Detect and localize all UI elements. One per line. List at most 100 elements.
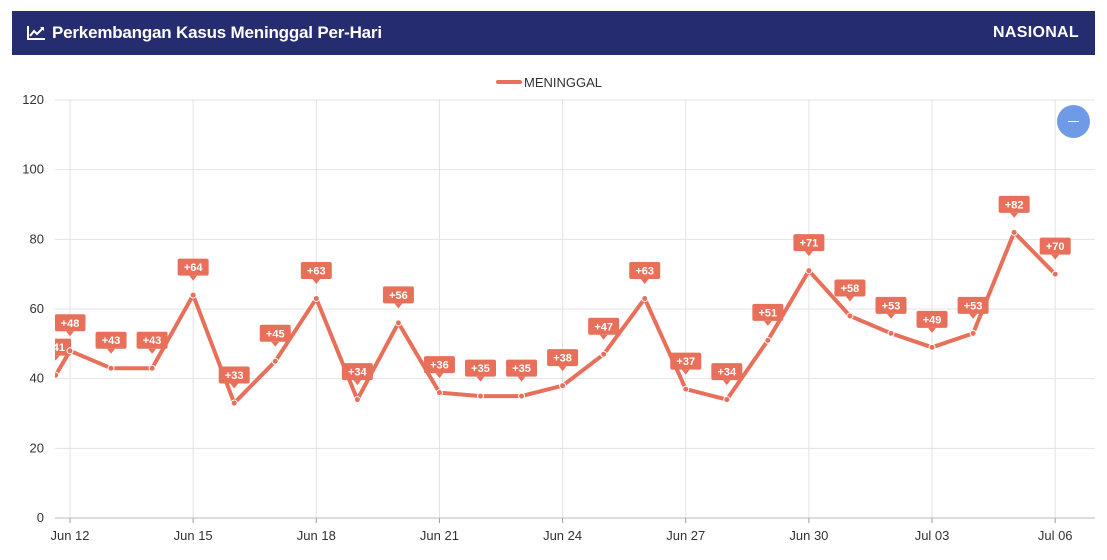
data-point-marker [641, 295, 649, 303]
data-point-data-label: +64 [184, 262, 204, 274]
data-point-marker [1010, 228, 1018, 236]
data-point-marker [107, 364, 115, 372]
data-point-data-label: +70 [1046, 241, 1065, 253]
data-point-label-pointer [517, 376, 526, 382]
data-point-label-pointer [353, 380, 362, 386]
data-point-label-pointer [312, 279, 321, 285]
data-point-marker [271, 357, 279, 365]
data-point-label-pointer [435, 373, 444, 379]
data-point-data-label: +47 [594, 321, 613, 333]
data-point-data-label: +43 [102, 335, 121, 347]
data-point-label-pointer [476, 376, 485, 382]
data-point-label-pointer [107, 348, 116, 354]
data-point-marker [353, 396, 361, 404]
zoom-reset-button[interactable] [1057, 105, 1090, 138]
legend-label: MENINGGAL [524, 75, 602, 90]
line-chart-icon [27, 26, 45, 40]
x-tick-label: Jun 24 [543, 528, 582, 543]
data-point-label-pointer [763, 320, 772, 326]
data-point-marker [928, 343, 936, 351]
data-point-data-label: +56 [389, 290, 408, 302]
x-tick-label: Jun 18 [297, 528, 336, 543]
data-point-label-box [341, 363, 373, 381]
x-tick-label: Jul 06 [1038, 528, 1073, 543]
data-point-data-label: +45 [266, 328, 285, 340]
x-tick-label: Jul 03 [915, 528, 950, 543]
data-point-label-pointer [394, 303, 403, 309]
data-point-label-box [55, 314, 86, 332]
data-point-data-label: +82 [1005, 199, 1024, 211]
data-point-label-box [711, 363, 743, 381]
data-point-label-box [670, 352, 702, 370]
data-point-marker [518, 392, 526, 400]
data-point-marker [723, 396, 731, 404]
data-point-data-label: +58 [841, 283, 860, 295]
data-point-label-box [834, 279, 866, 297]
data-point-data-label: +37 [676, 356, 695, 368]
data-point-marker [805, 267, 813, 275]
data-point-label-pointer [230, 383, 239, 389]
data-point-data-label: +38 [553, 353, 572, 365]
data-point-label-pointer [640, 279, 649, 285]
data-point-data-label: +35 [512, 363, 531, 375]
data-point-label-box [588, 317, 620, 335]
data-point-data-label: +49 [923, 314, 942, 326]
data-point-label-box [875, 296, 907, 314]
data-point-label-pointer [969, 313, 978, 319]
data-point-marker [230, 399, 238, 407]
data-point-partial-data-label: +41 [46, 342, 65, 354]
data-point-label-box [547, 349, 579, 367]
y-tick-label: 0 [37, 510, 44, 525]
data-point-label-pointer [928, 327, 937, 333]
data-point-data-label: +36 [430, 360, 449, 372]
data-point-marker [312, 295, 320, 303]
data-point-label-box [136, 331, 168, 349]
chart-title: Perkembangan Kasus Meninggal Per-Hari [52, 23, 382, 42]
data-point-data-label: +34 [717, 367, 737, 379]
data-point-marker [846, 312, 854, 320]
data-point-marker [477, 392, 484, 400]
x-tick-label: Jun 15 [174, 528, 213, 543]
data-point-label-pointer [722, 380, 731, 386]
data-point-label-box [957, 296, 989, 314]
chart-area: MENINGGAL 0 20 40 60 80 100 120 Jun 12 Jun 15 Jun … [0, 60, 1107, 555]
data-point-marker [559, 382, 567, 390]
header-title-group: Perkembangan Kasus Meninggal Per-Hari [26, 23, 382, 43]
data-point-data-label: +35 [471, 363, 490, 375]
data-point-label-pointer [599, 334, 608, 340]
data-point-label-box [300, 262, 332, 280]
data-point-label-box [998, 195, 1030, 213]
y-tick-label: 120 [22, 92, 44, 107]
data-point-label-box [218, 366, 250, 384]
chart-header: Perkembangan Kasus Meninggal Per-Hari NA… [12, 11, 1095, 55]
data-point-label-box [465, 359, 496, 377]
data-point-label-box [382, 286, 414, 304]
data-point-data-label: +53 [882, 300, 901, 312]
data-point-label-box [177, 258, 209, 276]
data-point-marker [189, 291, 197, 299]
data-point-data-label: +34 [348, 367, 368, 379]
data-point-marker [682, 385, 690, 393]
x-tick-label: Jun 21 [420, 528, 459, 543]
data-point-label-pointer [271, 341, 280, 347]
x-tick-label: Jun 12 [50, 528, 89, 543]
data-point-marker [887, 329, 895, 337]
y-tick-label: 20 [30, 440, 44, 455]
data-point-label-box [95, 331, 127, 349]
x-tick-label: Jun 30 [789, 528, 828, 543]
data-point-marker [148, 364, 156, 372]
scope-label: NASIONAL [993, 24, 1079, 41]
data-point-marker [1051, 270, 1059, 278]
data-point-label-box [752, 303, 784, 321]
data-point-data-label: +51 [759, 307, 778, 319]
y-tick-label: 60 [30, 301, 44, 316]
data-point-data-label: +33 [225, 370, 244, 382]
data-point-marker [394, 319, 402, 327]
data-point-label-pointer [887, 313, 895, 319]
data-point-marker [764, 336, 772, 344]
data-point-label-box [916, 310, 948, 328]
series-group: +41 +48 +43 +43 +64 +33 +45 +63 +34 +56 +36 +35 +35 +… [46, 195, 1071, 407]
data-point-data-label: +63 [307, 266, 326, 278]
data-point-label-pointer [1010, 212, 1019, 218]
line-chart: MENINGGAL 0 20 40 60 80 100 120 Jun 12 Jun 15 Jun … [22, 75, 1095, 543]
